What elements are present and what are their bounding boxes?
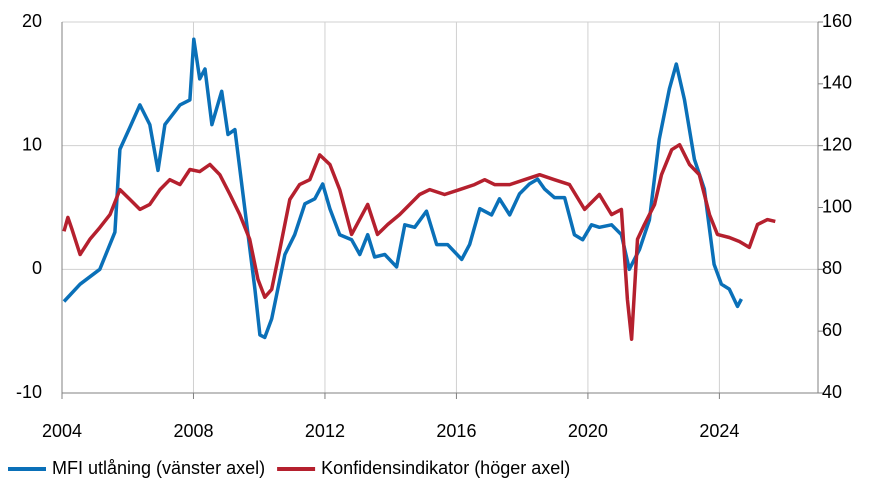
legend-label: Konfidensindikator (höger axel) [321,458,570,478]
y2-tick-label: 80 [822,258,842,278]
y-tick-label: 20 [22,11,42,31]
x-tick-label: 2012 [305,421,345,441]
y2-tick-label: 140 [822,73,852,93]
y2-tick-label: 100 [822,196,852,216]
y2-tick-label: 40 [822,382,842,402]
legend-label: MFI utlåning (vänster axel) [52,458,265,478]
y-tick-label: 10 [22,134,42,154]
y-tick-label: 0 [32,258,42,278]
x-tick-label: 2004 [42,421,82,441]
x-tick-label: 2008 [173,421,213,441]
x-tick-label: 2024 [699,421,739,441]
x-tick-label: 2020 [568,421,608,441]
y2-tick-label: 120 [822,134,852,154]
y2-tick-label: 160 [822,11,852,31]
y2-tick-label: 60 [822,320,842,340]
y-tick-label: -10 [16,382,42,402]
data-line [62,37,743,340]
x-tick-label: 2016 [436,421,476,441]
data-line [62,142,776,341]
